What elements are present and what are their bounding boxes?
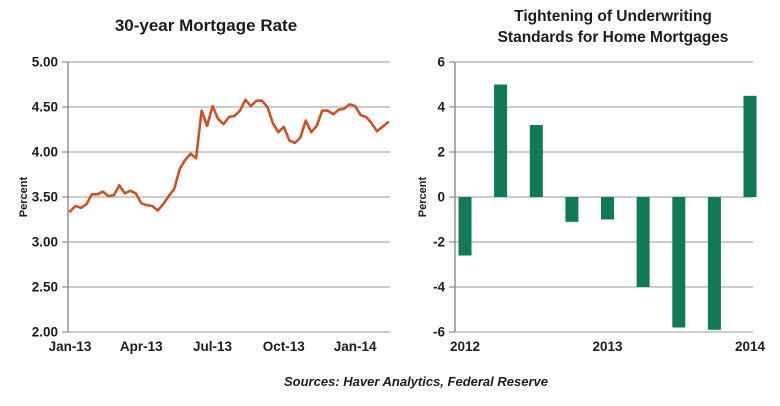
x-tick-label: 2012	[450, 339, 480, 354]
underwriting-bar	[458, 197, 472, 256]
y-tick-label: 3.00	[32, 235, 58, 250]
y-tick-label: 2	[437, 145, 445, 160]
y-tick-label: 4.50	[32, 100, 58, 115]
y-tick-label: 0	[437, 190, 445, 205]
left-y-axis-title: Percent	[18, 176, 30, 217]
y-tick-label: 4.00	[32, 145, 58, 160]
underwriting-plot: 6 4 2 0 -2 -4 -6 2012 2013 2014	[433, 55, 766, 354]
underwriting-bar	[494, 84, 508, 197]
x-tick-label: Oct-13	[263, 339, 306, 354]
x-tick-label: Jan-14	[334, 339, 377, 354]
y-tick-label: 5.00	[32, 55, 58, 70]
y-tick-label: -2	[433, 235, 445, 250]
underwriting-bar	[672, 197, 686, 328]
right-y-axis-title: Percent	[417, 176, 429, 217]
x-tick-label: 2014	[735, 339, 766, 354]
x-tick-label: Apr-13	[120, 339, 163, 354]
y-tick-label: -6	[433, 325, 445, 340]
underwriting-chart-title: Tightening of Underwriting Standards for…	[448, 6, 778, 48]
underwriting-chart-title-line1: Tightening of Underwriting	[514, 8, 712, 25]
x-tick-label: Jul-13	[193, 339, 233, 354]
y-tick-label: 3.50	[32, 190, 58, 205]
underwriting-bar	[529, 125, 543, 197]
underwriting-bar	[743, 95, 757, 198]
y-tick-label: 6	[437, 55, 445, 70]
underwriting-chart-title-line2: Standards for Home Mortgages	[497, 29, 729, 46]
underwriting-bar	[601, 197, 614, 220]
mortgage-rate-chart-title: 30-year Mortgage Rate	[114, 16, 298, 35]
x-tick-label: Jan-13	[49, 339, 92, 354]
y-tick-label: 2.50	[32, 280, 58, 295]
underwriting-bar	[636, 197, 650, 287]
x-tick-label: 2013	[592, 339, 623, 354]
y-tick-label: -4	[433, 280, 445, 295]
underwriting-bar	[565, 197, 579, 222]
sources-note: Sources: Haver Analytics, Federal Reserv…	[284, 374, 548, 389]
mortgage-rate-line	[68, 98, 390, 213]
underwriting-bar	[707, 197, 721, 330]
y-tick-label: 2.00	[32, 325, 58, 340]
y-tick-label: 4	[437, 100, 445, 115]
